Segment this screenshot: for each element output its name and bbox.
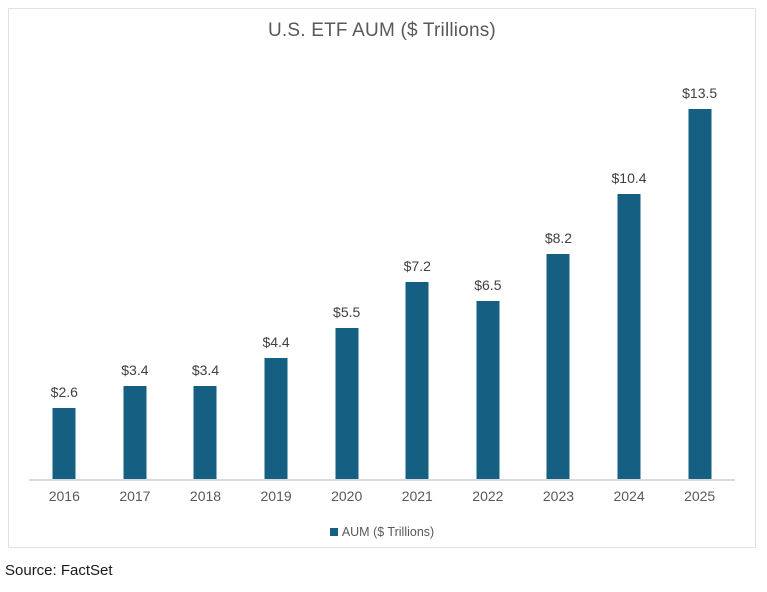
bar-2025 xyxy=(688,109,712,479)
bar-2024 xyxy=(617,194,641,479)
legend-label: AUM ($ Trillions) xyxy=(341,525,435,539)
bar-slot-2023: $8.2 2023 xyxy=(523,79,594,504)
bar-slot-2016: $2.6 2016 xyxy=(29,79,100,504)
bar-2020 xyxy=(335,328,359,479)
bar-slot-2018: $3.4 2018 xyxy=(170,79,241,504)
bar-2017 xyxy=(123,386,147,479)
bar-slot-2024: $10.4 2024 xyxy=(594,79,665,504)
chart-card: U.S. ETF AUM ($ Trillions) $2.6 2016 $3.4 2… xyxy=(8,8,756,548)
x-tick-2017: 2017 xyxy=(119,488,151,504)
bar-2016 xyxy=(52,408,76,479)
data-label-2020: $5.5 xyxy=(333,304,361,320)
chart-legend: AUM ($ Trillions) xyxy=(9,525,755,539)
bar-slot-2022: $6.5 2022 xyxy=(453,79,524,504)
legend-swatch-icon xyxy=(329,528,338,536)
x-tick-2016: 2016 xyxy=(48,488,80,504)
data-label-2021: $7.2 xyxy=(403,258,431,274)
x-tick-2022: 2022 xyxy=(472,488,504,504)
x-tick-2025: 2025 xyxy=(684,488,716,504)
x-tick-2023: 2023 xyxy=(542,488,575,504)
bar-2022 xyxy=(476,301,500,479)
data-label-2017: $3.4 xyxy=(121,362,149,378)
data-label-2022: $6.5 xyxy=(474,277,502,293)
bar-2023 xyxy=(546,254,570,479)
bar-slot-2020: $5.5 2020 xyxy=(311,79,382,504)
bar-slot-2017: $3.4 2017 xyxy=(100,79,171,504)
data-label-2016: $2.6 xyxy=(50,384,78,400)
x-tick-2021: 2021 xyxy=(401,488,433,504)
x-tick-2018: 2018 xyxy=(189,488,222,504)
bar-slot-2019: $4.4 2019 xyxy=(241,79,312,504)
source-note: Source: FactSet xyxy=(5,562,113,579)
bar-2019 xyxy=(264,358,288,479)
chart-title: U.S. ETF AUM ($ Trillions) xyxy=(268,20,496,41)
data-label-2024: $10.4 xyxy=(611,170,647,186)
x-tick-2020: 2020 xyxy=(331,488,363,504)
plot-area: $2.6 2016 $3.4 2017 $3.4 2018 $4.4 2019 $5.5 2020… xyxy=(29,79,735,504)
x-tick-2019: 2019 xyxy=(260,488,292,504)
data-label-2018: $3.4 xyxy=(191,362,220,378)
data-label-2025: $13.5 xyxy=(682,85,718,101)
bar-slot-2025: $13.5 2025 xyxy=(664,79,735,504)
x-tick-2024: 2024 xyxy=(613,488,645,504)
data-label-2019: $4.4 xyxy=(262,334,290,350)
bar-2018 xyxy=(193,386,217,479)
bar-2021 xyxy=(405,282,429,479)
bar-slot-2021: $7.2 2021 xyxy=(382,79,453,504)
data-label-2023: $8.2 xyxy=(544,230,573,246)
